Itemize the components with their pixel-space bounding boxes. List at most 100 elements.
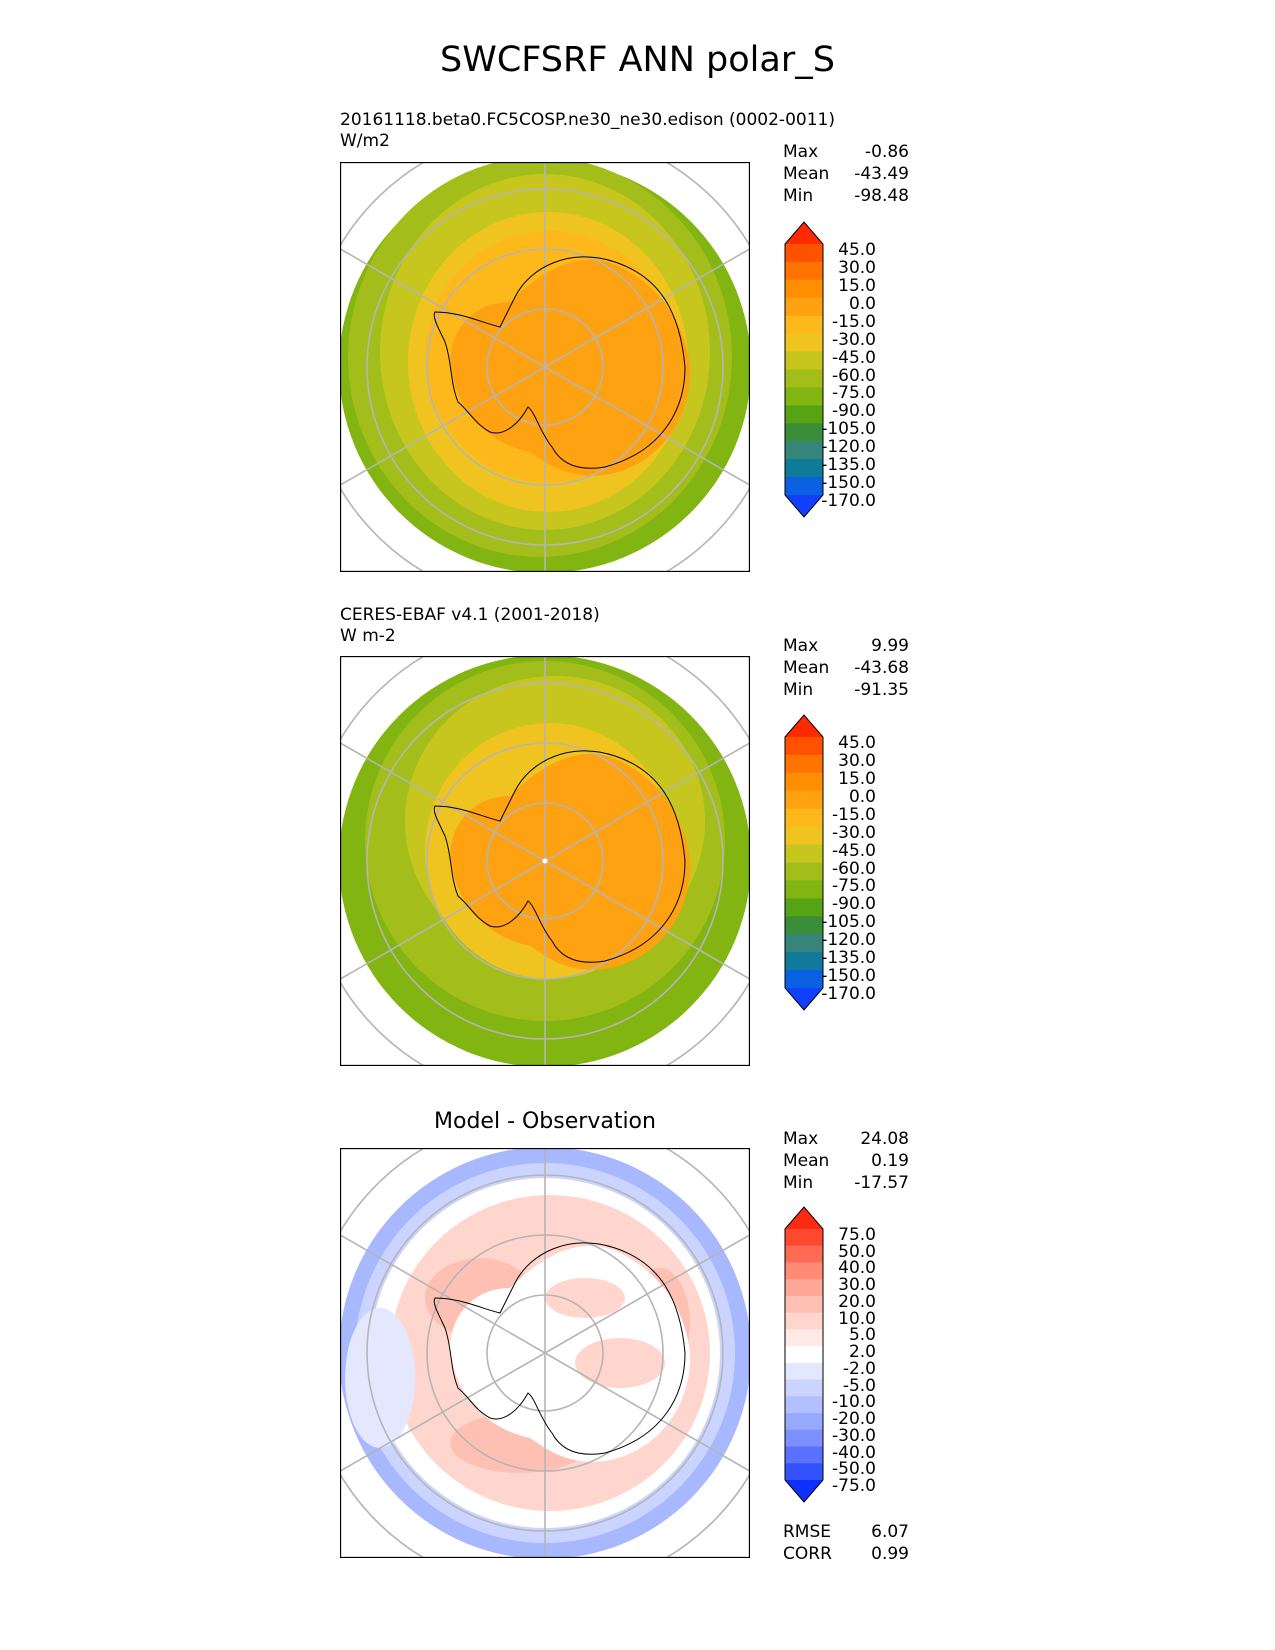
colorbar-tick-label: 45.0 bbox=[838, 733, 876, 753]
colorbar-segment bbox=[785, 1312, 823, 1330]
colorbar-tick-label: -45.0 bbox=[832, 840, 876, 861]
panel-difference-map bbox=[340, 1148, 750, 1558]
colorbar-outline bbox=[784, 714, 824, 1011]
colorbar-extend-top bbox=[785, 715, 823, 737]
colorbar-segment bbox=[785, 1429, 823, 1448]
colorbar-segment bbox=[785, 1229, 823, 1247]
colorbar-segment bbox=[785, 772, 823, 792]
colorbar-tick-label: -105.0 bbox=[821, 912, 876, 933]
pole-marker bbox=[542, 858, 548, 864]
colorbar-svg bbox=[784, 221, 824, 518]
colorbar-segment bbox=[785, 952, 823, 971]
panel-test-stats: Max -0.86 Mean -43.49 Min -98.48 bbox=[783, 141, 909, 207]
colorbar-segment bbox=[785, 862, 823, 881]
colorbar-segment bbox=[785, 1463, 823, 1481]
antarctica-coastline bbox=[433, 1242, 686, 1455]
colorbar-outline bbox=[784, 221, 824, 518]
panel-difference-metrics: RMSE 6.07 CORR 0.99 bbox=[783, 1521, 909, 1565]
colorbar-segment bbox=[785, 916, 823, 935]
colorbar-segment bbox=[785, 1279, 823, 1297]
colorbar-tick-label: 30.0 bbox=[838, 257, 876, 278]
colorbar-tick-label: 15.0 bbox=[838, 275, 876, 296]
stat-label: Min bbox=[783, 1173, 814, 1193]
map-graticule bbox=[340, 656, 750, 1066]
colorbar-tick-label: -30.0 bbox=[832, 1425, 876, 1446]
colorbar-tick-label: -30.0 bbox=[832, 329, 876, 350]
colorbar-segment bbox=[785, 898, 823, 917]
colorbar-segment bbox=[785, 315, 823, 335]
polar-map-svg bbox=[340, 1148, 750, 1558]
colorbar-segment bbox=[785, 405, 823, 424]
colorbar-tick-label: 15.0 bbox=[838, 768, 876, 789]
stat-value: -0.86 bbox=[865, 142, 909, 162]
colorbar-segment bbox=[785, 826, 823, 846]
panel-test-units: W/m2 bbox=[340, 131, 390, 151]
colorbar-segment bbox=[785, 1346, 823, 1364]
colorbar-tick-label: 10.0 bbox=[838, 1308, 876, 1329]
map-frame bbox=[340, 1148, 750, 1558]
colorbar-tick-label: 2.0 bbox=[848, 1342, 876, 1363]
panel-reference-units: W m-2 bbox=[340, 626, 396, 646]
colorbar-tick-label: -120.0 bbox=[821, 930, 876, 951]
colorbar-segment bbox=[785, 790, 823, 810]
stat-label: Min bbox=[783, 680, 814, 700]
colorbar-extend-bottom bbox=[785, 988, 823, 1010]
colorbar-segment bbox=[785, 1396, 823, 1414]
colorbar-outline bbox=[784, 1206, 824, 1503]
stat-value: 0.19 bbox=[871, 1151, 909, 1171]
panel-reference-colorbar bbox=[783, 714, 825, 1011]
colorbar-tick-label: 45.0 bbox=[838, 240, 876, 260]
panel-difference-heading: Model - Observation bbox=[434, 1109, 656, 1134]
map-anomaly bbox=[345, 1308, 415, 1448]
figure-title: SWCFSRF ANN polar_S bbox=[440, 40, 835, 80]
colorbar-segment bbox=[785, 1262, 823, 1280]
colorbar-tick-label: -170.0 bbox=[821, 491, 876, 511]
colorbar-extend-top bbox=[785, 222, 823, 244]
colorbar-tick-label: -45.0 bbox=[832, 347, 876, 368]
stat-label: Max bbox=[783, 1129, 819, 1149]
map-graticule bbox=[340, 1148, 750, 1558]
map-frame bbox=[340, 162, 750, 572]
colorbar-segment bbox=[785, 737, 823, 756]
colorbar-tick-label: -15.0 bbox=[832, 311, 876, 332]
metric-value: 6.07 bbox=[871, 1522, 909, 1542]
antarctica-coastline bbox=[433, 256, 686, 469]
colorbar-segment bbox=[785, 1329, 823, 1347]
colorbar-segment bbox=[785, 423, 823, 442]
panel-test-heading: 20161118.beta0.FC5COSP.ne30_ne30.edison … bbox=[340, 110, 835, 130]
colorbar-segment bbox=[785, 754, 823, 774]
antarctica-fill bbox=[450, 259, 691, 476]
map-anomaly bbox=[575, 1338, 665, 1388]
stat-label: Max bbox=[783, 142, 819, 162]
colorbar-segment bbox=[785, 459, 823, 478]
colorbar-tick-label: -170.0 bbox=[821, 984, 876, 1004]
colorbar-segment bbox=[785, 808, 823, 828]
stat-label: Mean bbox=[783, 658, 830, 678]
map-anomaly bbox=[545, 1278, 625, 1318]
colorbar-tick-label: 30.0 bbox=[838, 1275, 876, 1296]
stat-label: Mean bbox=[783, 1151, 830, 1171]
colorbar-tick-label: 0.0 bbox=[848, 293, 876, 314]
stat-label: Mean bbox=[783, 164, 830, 184]
colorbar-segment bbox=[785, 970, 823, 989]
colorbar-segment bbox=[785, 351, 823, 370]
panel-difference-stats: Max 24.08 Mean 0.19 Min -17.57 bbox=[783, 1128, 909, 1194]
colorbar-segment bbox=[785, 880, 823, 899]
stat-value: -91.35 bbox=[854, 680, 909, 700]
metric-label: RMSE bbox=[783, 1522, 832, 1542]
colorbar-tick-label: -135.0 bbox=[821, 948, 876, 969]
stat-value: -98.48 bbox=[854, 186, 909, 206]
colorbar-tick-label: -40.0 bbox=[832, 1442, 876, 1463]
colorbar-segment bbox=[785, 244, 823, 263]
colorbar-extend-top bbox=[785, 1207, 823, 1229]
colorbar-segment bbox=[785, 1379, 823, 1397]
antarctica-fill bbox=[450, 753, 691, 970]
colorbar-tick-label: -75.0 bbox=[832, 1476, 876, 1496]
colorbar-segment bbox=[785, 934, 823, 953]
colorbar-extend-bottom bbox=[785, 495, 823, 517]
colorbar-segment bbox=[785, 261, 823, 281]
map-graticule bbox=[340, 162, 750, 572]
colorbar-segment bbox=[785, 1295, 823, 1314]
colorbar-svg bbox=[784, 1206, 824, 1503]
metric-value: 0.99 bbox=[871, 1544, 909, 1564]
